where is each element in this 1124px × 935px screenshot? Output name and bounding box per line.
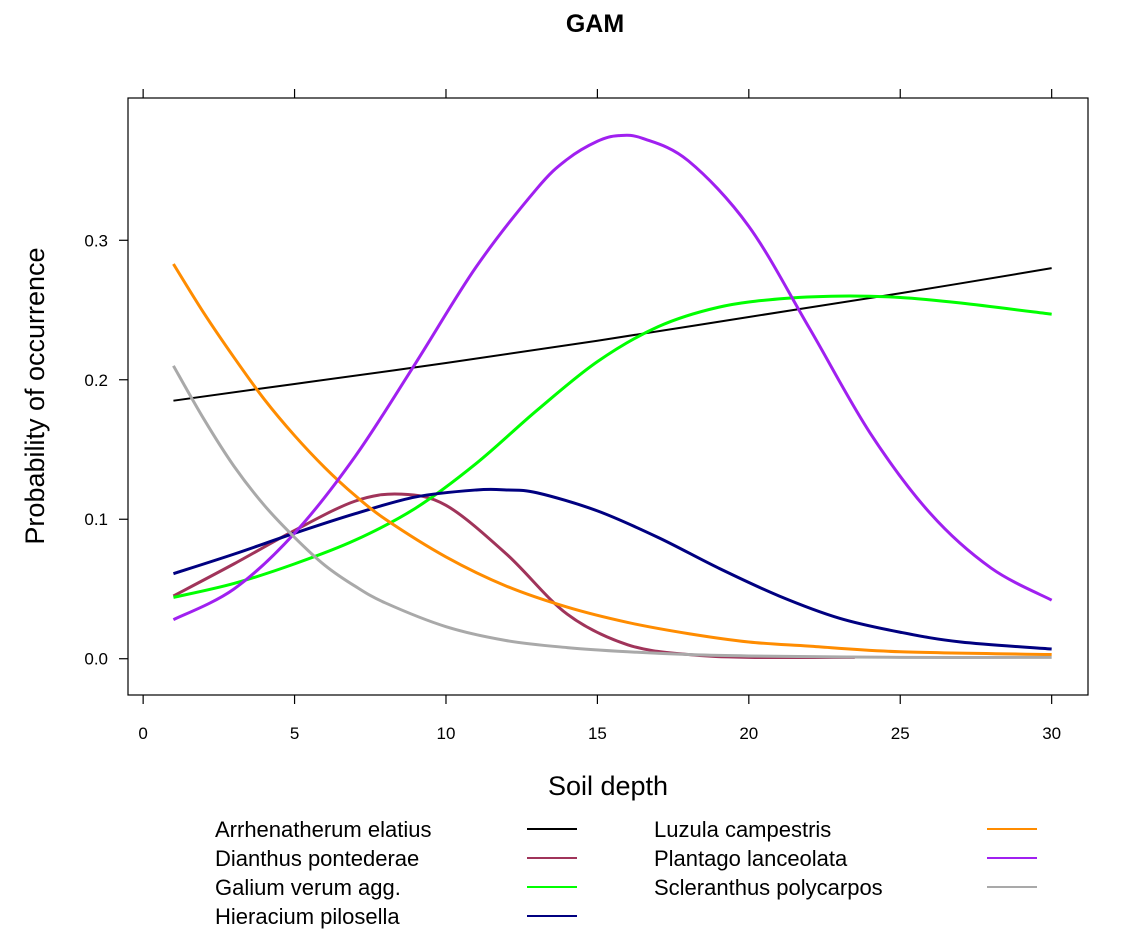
legend: Arrhenatherum elatius Dianthus pontederae… bbox=[215, 817, 1037, 929]
legend-label: Scleranthus polycarpos bbox=[654, 875, 883, 900]
legend-label: Galium verum agg. bbox=[215, 875, 401, 900]
y-tick-label: 0.3 bbox=[84, 231, 108, 250]
y-axis-label: Probability of occurrence bbox=[20, 247, 50, 544]
y-tick-label: 0.0 bbox=[84, 650, 108, 669]
y-tick-label: 0.1 bbox=[84, 510, 108, 529]
x-tick-label: 10 bbox=[437, 724, 456, 743]
legend-label: Plantago lanceolata bbox=[654, 846, 848, 871]
x-axis-label: Soil depth bbox=[548, 771, 668, 801]
series-line-luzula-campestris bbox=[172, 263, 1052, 657]
series-line-hieracium-pilosella bbox=[172, 487, 1052, 651]
legend-label: Dianthus pontederae bbox=[215, 846, 419, 871]
legend-label: Arrhenatherum elatius bbox=[215, 817, 431, 842]
series-line-arrhenatherum-elatius bbox=[173, 267, 1052, 402]
series-line-scleranthus-polycarpos bbox=[172, 365, 1052, 659]
series-line-galium-verum-agg bbox=[173, 294, 1052, 599]
x-tick-label: 15 bbox=[588, 724, 607, 743]
x-tick-label: 5 bbox=[290, 724, 299, 743]
x-tick-label: 20 bbox=[739, 724, 758, 743]
chart-title: GAM bbox=[566, 10, 624, 38]
legend-label: Hieracium pilosella bbox=[215, 904, 400, 929]
series-line-plantago-lanceolata bbox=[172, 133, 1053, 622]
series-group bbox=[172, 133, 1053, 660]
plot-frame bbox=[127, 97, 1089, 696]
x-tick-label: 30 bbox=[1042, 724, 1061, 743]
legend-label: Luzula campestris bbox=[654, 817, 831, 842]
x-tick-label: 25 bbox=[891, 724, 910, 743]
y-tick-label: 0.2 bbox=[84, 371, 108, 390]
x-tick-label: 0 bbox=[138, 724, 147, 743]
axis-ticks: 0 5 10 15 20 25 30 0.0 0.1 0.2 0.3 bbox=[84, 89, 1061, 743]
